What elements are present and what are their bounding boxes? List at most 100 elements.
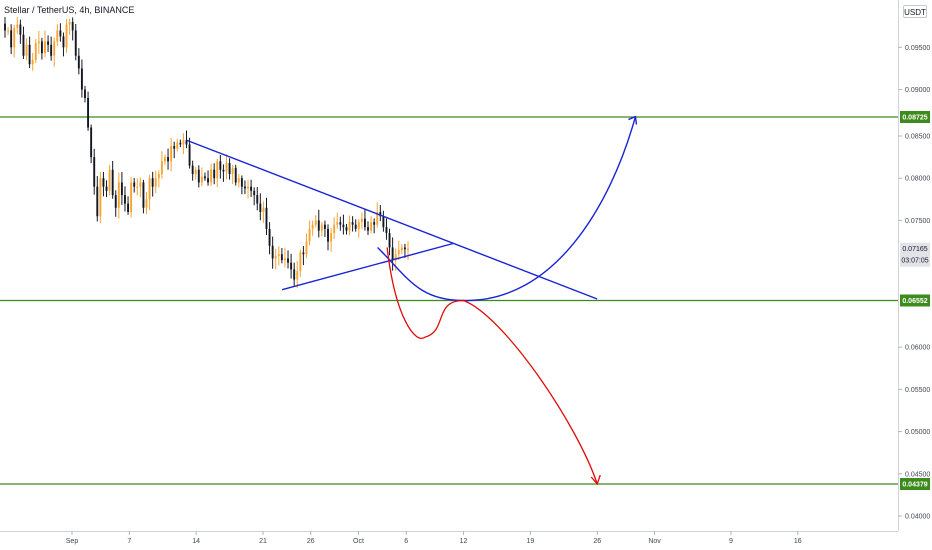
candle-body bbox=[136, 186, 139, 188]
candle-body bbox=[151, 178, 154, 187]
candle-body bbox=[10, 30, 13, 48]
candle bbox=[280, 247, 283, 264]
currency-button[interactable]: USDT bbox=[903, 5, 927, 18]
candle-body bbox=[370, 222, 373, 231]
candle-body bbox=[197, 169, 200, 183]
candle bbox=[351, 216, 354, 232]
candle-body bbox=[357, 222, 360, 229]
candle bbox=[290, 253, 293, 279]
candle-body bbox=[339, 222, 342, 225]
candle bbox=[7, 26, 10, 36]
candle bbox=[265, 197, 268, 235]
candle-body bbox=[397, 250, 400, 255]
candle-body bbox=[170, 146, 173, 162]
candle bbox=[117, 172, 120, 219]
candle bbox=[348, 215, 351, 236]
candle bbox=[287, 250, 289, 269]
descending-trendline bbox=[186, 139, 598, 300]
candle bbox=[102, 171, 105, 197]
candle-body bbox=[330, 233, 333, 242]
candle bbox=[283, 247, 286, 268]
candle-body bbox=[234, 168, 237, 183]
candle bbox=[16, 17, 19, 34]
candle-body bbox=[268, 228, 271, 246]
candle bbox=[71, 17, 74, 41]
x-tick-label: 7 bbox=[127, 538, 131, 545]
candle bbox=[62, 32, 65, 57]
candle-body bbox=[176, 142, 179, 149]
candle-body bbox=[148, 178, 151, 200]
candle-body bbox=[59, 30, 62, 37]
candle bbox=[160, 151, 163, 179]
x-tick-label: 14 bbox=[192, 538, 200, 545]
candle bbox=[10, 24, 13, 55]
candle bbox=[176, 138, 179, 152]
candle bbox=[293, 262, 296, 286]
candle bbox=[314, 215, 317, 228]
candle bbox=[105, 180, 108, 198]
candle bbox=[136, 178, 139, 196]
candle bbox=[342, 214, 345, 235]
candle-body bbox=[142, 182, 145, 208]
candle bbox=[19, 19, 22, 44]
candle-body bbox=[299, 252, 302, 272]
candle-body bbox=[391, 247, 394, 261]
candle-body bbox=[173, 146, 176, 149]
candle bbox=[360, 212, 363, 230]
candle bbox=[407, 241, 409, 260]
candle bbox=[127, 196, 130, 215]
candle bbox=[108, 165, 111, 196]
chart-title: Stellar / TetherUS, 4h, BINANCE bbox=[4, 5, 135, 15]
candle-body bbox=[225, 163, 228, 172]
candle-body bbox=[280, 254, 283, 261]
x-tick-label: 26 bbox=[307, 538, 315, 545]
candle-body bbox=[40, 41, 43, 54]
candle-body bbox=[394, 254, 397, 261]
candle bbox=[391, 237, 394, 271]
candle bbox=[234, 164, 237, 186]
candle bbox=[339, 216, 342, 231]
candle-body bbox=[259, 203, 262, 213]
candle-body bbox=[373, 222, 376, 225]
candle-body bbox=[333, 224, 336, 234]
candle-body bbox=[13, 27, 16, 48]
candle bbox=[194, 166, 197, 180]
candle-body bbox=[283, 258, 286, 261]
countdown-text: 03:07:05 bbox=[901, 258, 928, 265]
candle-body bbox=[219, 161, 222, 170]
x-tick-label: 26 bbox=[593, 538, 601, 545]
candle bbox=[237, 174, 240, 188]
candle-body bbox=[314, 220, 317, 225]
candle-body bbox=[367, 227, 369, 231]
x-tick-label: Sep bbox=[66, 538, 79, 545]
level-price-text: 0.08725 bbox=[902, 115, 927, 122]
candle bbox=[151, 171, 154, 197]
candle bbox=[363, 208, 366, 231]
candle-body bbox=[382, 216, 385, 228]
ascending-trendline bbox=[281, 242, 455, 291]
candle bbox=[330, 228, 333, 252]
candle-body bbox=[22, 34, 25, 56]
candle bbox=[373, 218, 376, 234]
candle bbox=[164, 154, 166, 166]
level-price-label bbox=[900, 111, 930, 123]
candle-body bbox=[385, 227, 388, 234]
candle bbox=[90, 124, 93, 164]
candle bbox=[77, 48, 80, 75]
candle bbox=[28, 36, 31, 69]
x-tick-label: 6 bbox=[404, 538, 408, 545]
candle bbox=[397, 240, 400, 261]
candle bbox=[154, 170, 157, 194]
candle-body bbox=[290, 262, 293, 270]
candle-body bbox=[342, 224, 345, 228]
candle-body bbox=[182, 140, 185, 145]
candle-body bbox=[194, 169, 197, 175]
candle bbox=[323, 220, 326, 237]
bearish-projection-path bbox=[386, 247, 598, 485]
candle-body bbox=[102, 178, 105, 187]
candle-body bbox=[167, 157, 169, 162]
last-price-text: 0.07165 bbox=[902, 246, 927, 253]
candle-body bbox=[74, 30, 77, 56]
candle-body bbox=[311, 224, 314, 229]
